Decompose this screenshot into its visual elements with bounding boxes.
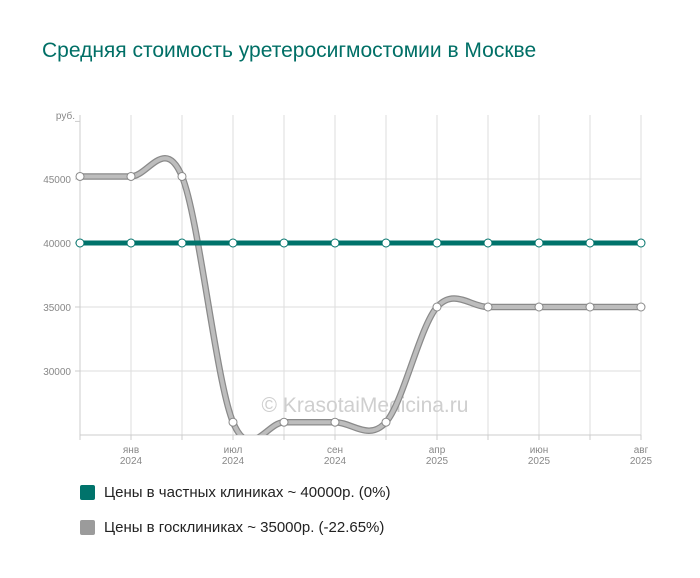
data-point-private — [126, 238, 136, 248]
data-point-public — [330, 417, 340, 427]
data-point-public — [432, 302, 442, 312]
data-point-public — [636, 302, 646, 312]
y-tick-label: 35000 — [43, 303, 71, 314]
data-point-private — [381, 238, 391, 248]
data-point-private — [330, 238, 340, 248]
x-tick-year: 2024 — [120, 456, 143, 467]
x-tick-month: авг — [634, 445, 649, 456]
x-tick-year: 2024 — [222, 456, 245, 467]
legend-item-private[interactable]: Цены в частных клиниках ~ 40000р. (0%) — [80, 484, 390, 501]
data-point-private — [177, 238, 187, 248]
data-point-public — [585, 302, 595, 312]
x-tick-year: 2025 — [426, 456, 449, 467]
data-point-private — [432, 238, 442, 248]
x-tick-year: 2025 — [630, 456, 653, 467]
data-point-private — [636, 238, 646, 248]
y-unit-label: руб. — [56, 110, 75, 122]
data-point-private — [228, 238, 238, 248]
data-point-public — [75, 171, 85, 181]
watermark: © KrasotaiMedicina.ru — [262, 394, 469, 417]
data-point-public — [228, 417, 238, 427]
x-tick-month: янв — [123, 445, 139, 456]
points-layer — [75, 171, 646, 427]
x-tick-month: сен — [327, 445, 343, 456]
data-point-private — [75, 238, 85, 248]
legend: Цены в частных клиниках ~ 40000р. (0%) Ц… — [80, 484, 390, 554]
legend-item-public[interactable]: Цены в госклиниках ~ 35000р. (-22.65%) — [80, 519, 390, 536]
legend-swatch-private — [80, 485, 95, 500]
grid-lines — [79, 115, 642, 435]
x-tick-month: июн — [530, 445, 549, 456]
x-tick-year: 2025 — [528, 456, 551, 467]
data-point-private — [585, 238, 595, 248]
data-point-private — [483, 238, 493, 248]
data-point-public — [279, 417, 289, 427]
legend-swatch-public — [80, 520, 95, 535]
y-tick-label: 45000 — [43, 175, 71, 186]
legend-label-private: Цены в частных клиниках ~ 40000р. (0%) — [104, 484, 391, 501]
x-tick-month: июл — [224, 445, 243, 456]
x-tick-year: 2024 — [324, 456, 347, 467]
y-tick-label: 40000 — [43, 239, 71, 250]
data-point-private — [534, 238, 544, 248]
data-point-public — [381, 417, 391, 427]
data-point-private — [279, 238, 289, 248]
data-point-public — [483, 302, 493, 312]
legend-label-public: Цены в госклиниках ~ 35000р. (-22.65%) — [104, 519, 385, 536]
y-tick-label: 30000 — [43, 367, 71, 378]
data-point-public — [177, 171, 187, 181]
x-tick-month: апр — [429, 445, 446, 456]
chart-title: Средняя стоимость уретеросигмостомии в М… — [42, 39, 537, 62]
data-point-public — [534, 302, 544, 312]
data-point-public — [126, 171, 136, 181]
